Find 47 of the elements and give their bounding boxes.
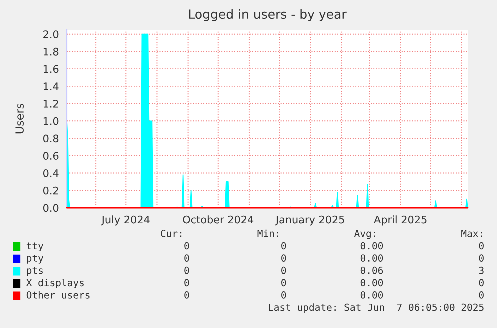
text: 0.00 [360, 242, 384, 250]
text: 0 [282, 242, 286, 250]
chart-title: Logged in users - by year [189, 9, 347, 22]
text: 0.00 [360, 279, 384, 287]
text: 0.06 [360, 266, 384, 274]
text: 0 [479, 292, 484, 299]
text: 0 [282, 292, 286, 299]
text: 0 [184, 242, 190, 250]
y-tick-label: 0.8 [43, 134, 59, 143]
text: 3 [479, 266, 484, 274]
x-tick-label: October 2024 [183, 216, 254, 224]
text: Max: [462, 230, 482, 238]
text: 0 [184, 254, 190, 262]
y-tick-label: 0.6 [43, 152, 59, 160]
y-tick-label: 0.2 [43, 186, 58, 195]
text: Last update: Sat Jun 7 06:05:00 2025 [269, 304, 484, 314]
legend-label: tty [26, 242, 44, 252]
legend-label: pty [27, 255, 44, 264]
y-tick-label: 2.0 [44, 30, 59, 38]
text: 0 [282, 266, 286, 274]
text: 0 [282, 279, 286, 287]
text: 0 [184, 292, 190, 299]
text: 0 [184, 266, 190, 274]
x-tick-label: January 2025 [275, 216, 344, 226]
legend-label: X displays [26, 278, 84, 288]
x-tick-label: July 2024 [101, 216, 150, 226]
y-axis-title: Users [16, 104, 24, 134]
text: Cur: [161, 230, 182, 238]
legend-label: pts [27, 267, 43, 276]
text: 0 [282, 254, 286, 262]
text: 0 [479, 279, 484, 287]
x-tick-label: April 2025 [374, 216, 427, 226]
text: Min: [258, 230, 278, 238]
y-tick-label: 1.4 [44, 82, 59, 90]
y-tick-label: 0.4 [43, 169, 59, 178]
text: 0 [184, 279, 190, 287]
y-tick-label: 1.6 [44, 65, 59, 74]
y-tick-label: 1.8 [44, 48, 59, 56]
text: 0.00 [360, 292, 384, 299]
y-tick-label: 1.0 [44, 117, 59, 126]
text: 0.00 [360, 254, 384, 262]
y-tick-label: 1.2 [44, 100, 58, 108]
text: Avg: [354, 230, 376, 240]
legend-label: Other users [26, 291, 90, 299]
text: 0 [479, 254, 484, 262]
y-tick-label: 0.0 [43, 204, 59, 212]
text: 0 [479, 242, 484, 250]
